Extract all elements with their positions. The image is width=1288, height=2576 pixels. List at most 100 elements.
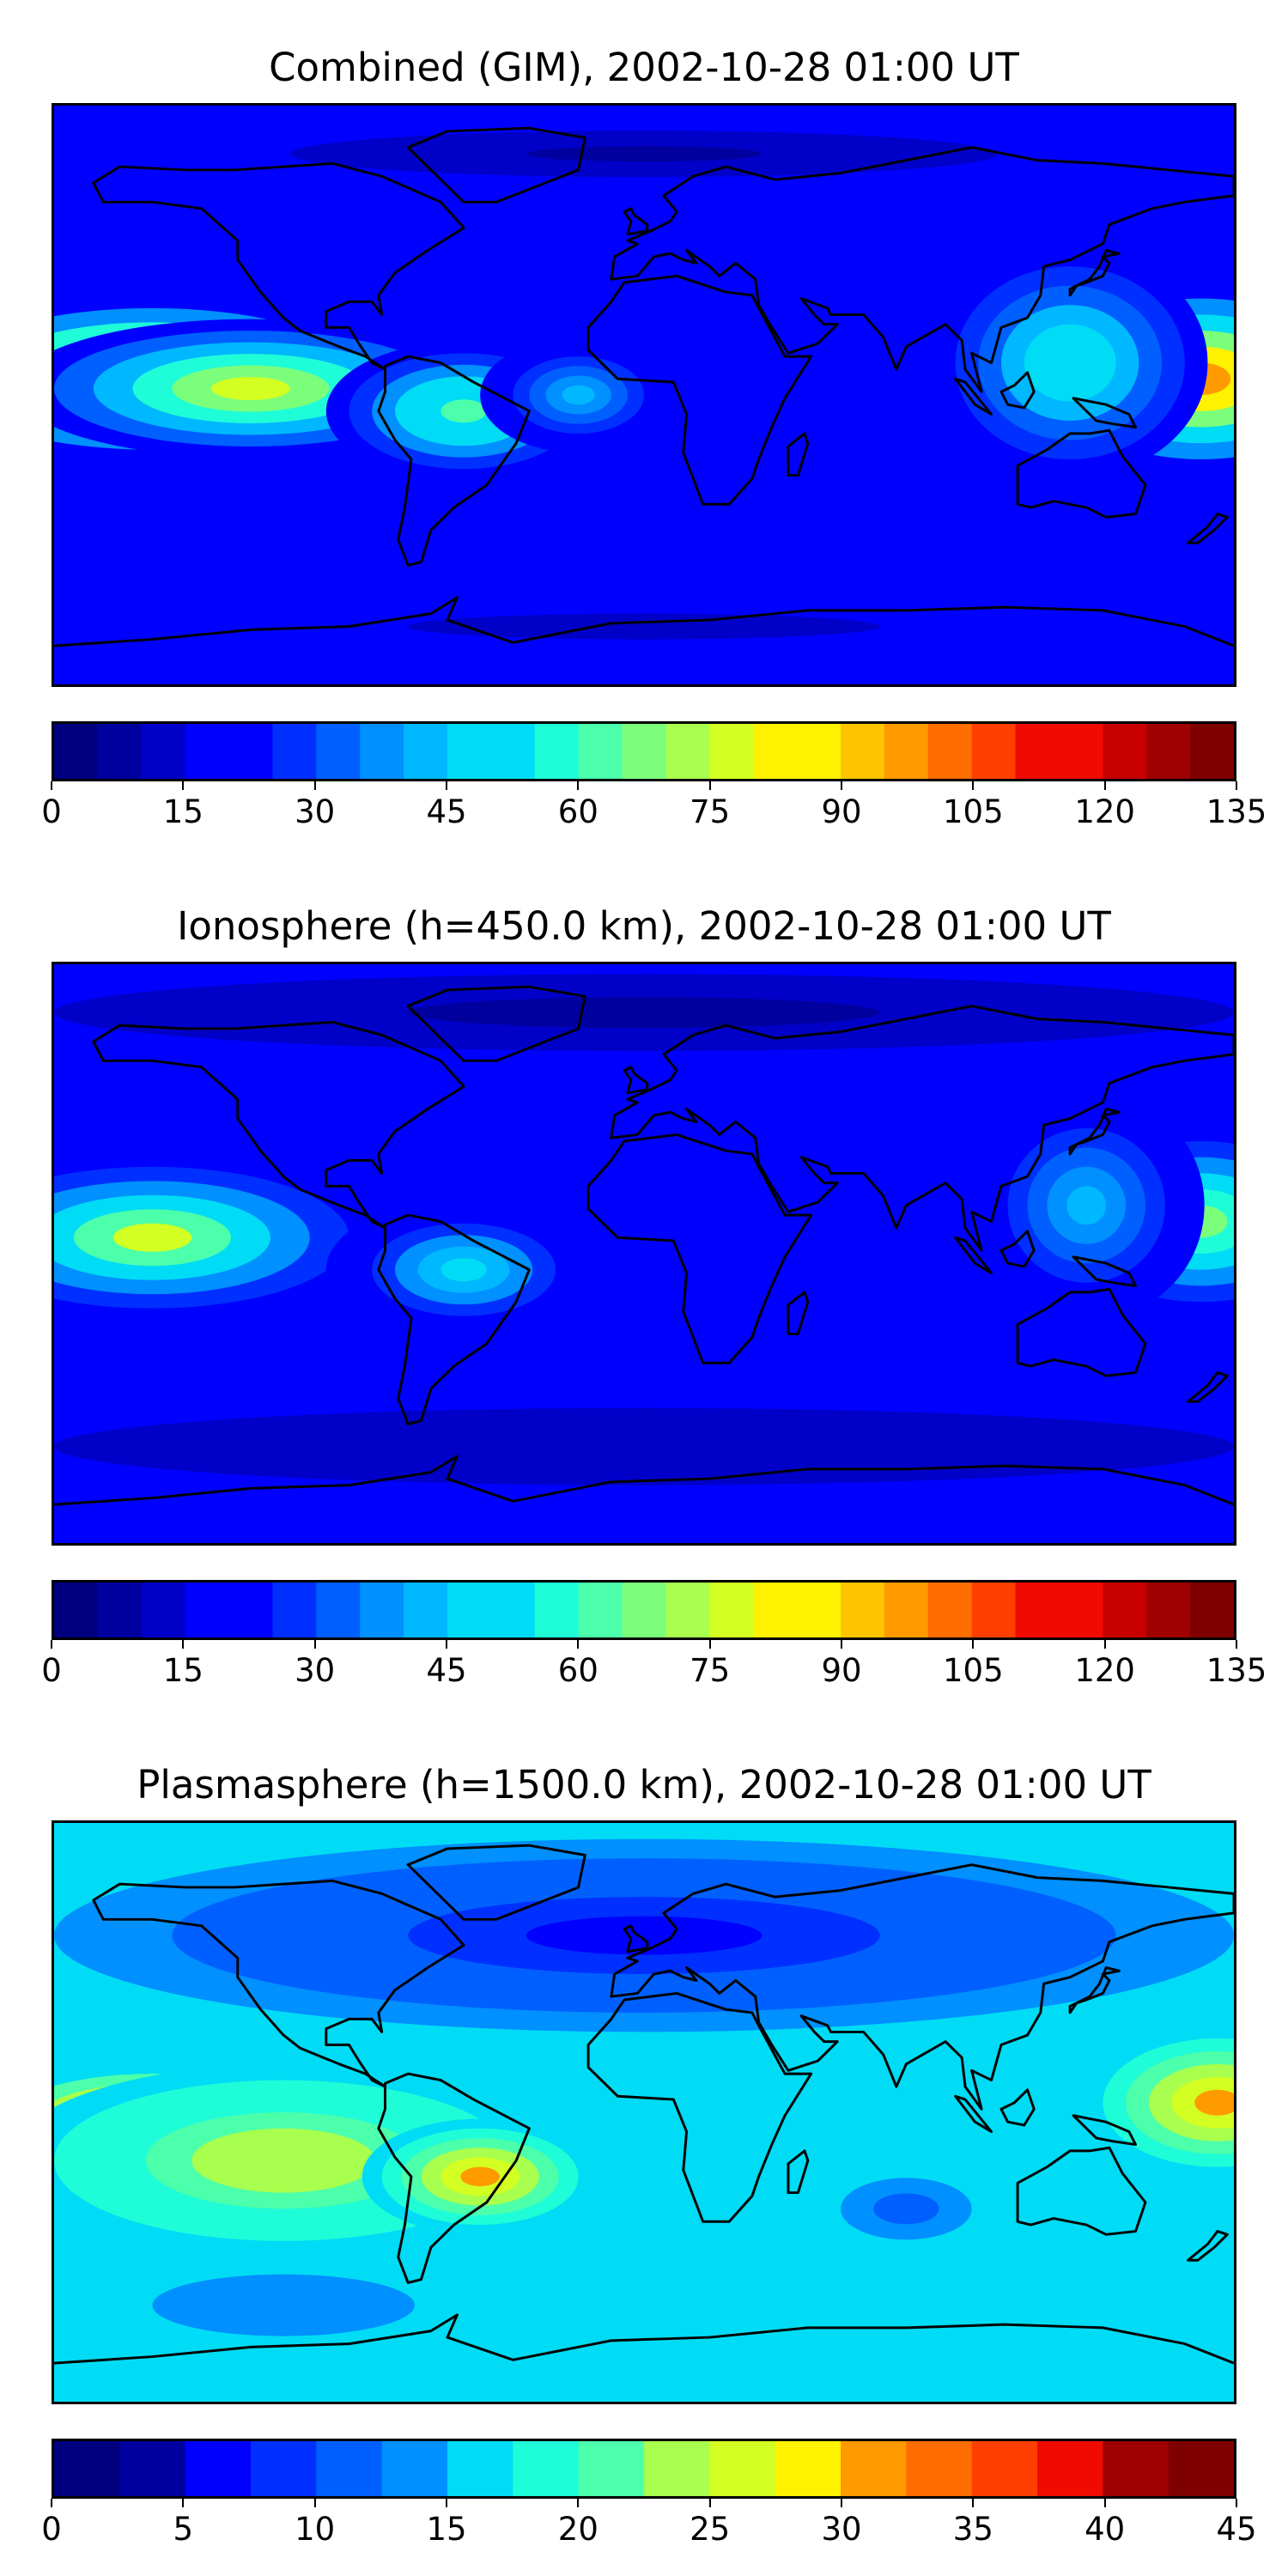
colorbar-segment bbox=[1190, 724, 1234, 779]
colorbar-segment bbox=[97, 1583, 143, 1637]
coastline-sumatra bbox=[954, 377, 993, 416]
coastline-japan bbox=[1068, 249, 1121, 297]
colorbar-tick-label: 120 bbox=[1074, 1652, 1135, 1689]
colorbar-segment bbox=[228, 1583, 274, 1637]
colorbar-tick-label: 40 bbox=[1084, 2511, 1126, 2548]
coastline-africa bbox=[586, 274, 813, 506]
coastline-africa bbox=[586, 1133, 813, 1364]
colorbar-tick-label: 10 bbox=[295, 2511, 336, 2548]
colorbar-segment bbox=[753, 1583, 798, 1637]
coastline-antarctica bbox=[54, 596, 1234, 647]
colorbar-tick-label: 90 bbox=[821, 793, 862, 830]
colorbar-segment bbox=[665, 1583, 710, 1637]
colorbar-tick bbox=[708, 1640, 711, 1649]
colorbar-tick bbox=[182, 1640, 185, 1649]
colorbar-segment bbox=[884, 1583, 929, 1637]
colorbar-segment bbox=[578, 724, 623, 779]
colorbar-tick-label: 75 bbox=[690, 793, 731, 830]
colorbar-segment bbox=[228, 724, 274, 779]
colorbar-segment bbox=[490, 724, 536, 779]
colorbar-segment bbox=[316, 1583, 361, 1637]
colorbar-segment bbox=[272, 724, 317, 779]
colorbar-tick-label: 15 bbox=[426, 2511, 467, 2548]
coastline-new-guinea bbox=[1072, 1255, 1137, 1287]
colorbar-tick-label: 30 bbox=[821, 2511, 862, 2548]
colorbar-segment bbox=[404, 724, 448, 779]
colorbar-ticks-combined: 0 15 30 45 60 75 90 105 120 135 bbox=[41, 781, 1267, 833]
map-svg-combined bbox=[54, 106, 1234, 684]
colorbar-segment bbox=[316, 2441, 383, 2496]
anomaly-asia-contour bbox=[1066, 1186, 1107, 1225]
colorbar-tick-label: 20 bbox=[557, 2511, 598, 2548]
coastline-sumatra bbox=[954, 2094, 993, 2133]
anomaly-pacific-band-contour bbox=[237, 2144, 330, 2177]
colorbar-tick bbox=[313, 781, 316, 790]
anomaly-low-south-pacific-contour bbox=[251, 2297, 317, 2313]
coastline-uk bbox=[623, 207, 649, 236]
colorbar-segment bbox=[1103, 2441, 1170, 2496]
colorbar-tick-label: 25 bbox=[690, 2511, 731, 2548]
colorbar-combined bbox=[52, 721, 1236, 781]
colorbar-segment bbox=[753, 724, 798, 779]
colorbar-tick-label: 45 bbox=[1216, 2511, 1257, 2548]
colorbar-tick-label: 105 bbox=[943, 1652, 1004, 1689]
colorbar-tick-label: 105 bbox=[943, 793, 1004, 830]
colorbar-tick bbox=[51, 781, 52, 790]
colorbar-tick-label: 135 bbox=[1206, 793, 1267, 830]
colorbar-tick bbox=[972, 1640, 975, 1649]
map-svg-plasmasphere bbox=[54, 1823, 1234, 2402]
colorbar-segment bbox=[1190, 1583, 1234, 1637]
colorbar-segment bbox=[54, 724, 99, 779]
colorbar-segment bbox=[797, 724, 841, 779]
colorbar-segment bbox=[534, 724, 580, 779]
colorbar-segment bbox=[927, 1583, 973, 1637]
colorbar-tick bbox=[1103, 1640, 1106, 1649]
colorbar-segment bbox=[797, 1583, 841, 1637]
colorbar-tick bbox=[182, 781, 185, 790]
coastline-australia bbox=[1016, 1287, 1147, 1377]
coastline-north-america bbox=[92, 1020, 465, 1230]
colorbar-tick bbox=[1236, 2499, 1237, 2507]
colorbar-segment bbox=[447, 724, 492, 779]
coastline-south-america bbox=[377, 2072, 531, 2284]
anomaly-low-north-contour bbox=[526, 1916, 762, 1955]
colorbar-tick bbox=[841, 781, 842, 790]
colorbar-tick bbox=[972, 781, 975, 790]
colorbar-segment bbox=[360, 724, 404, 779]
colorbar-tick-label: 0 bbox=[41, 793, 62, 830]
colorbar-segment bbox=[665, 724, 710, 779]
colorbar-segment bbox=[971, 1583, 1017, 1637]
coastline-new-guinea bbox=[1072, 397, 1137, 428]
panel-title-plasmasphere: Plasmasphere (h=1500.0 km), 2002-10-28 0… bbox=[137, 1762, 1151, 1807]
anomaly-low-south-contour bbox=[526, 1438, 762, 1455]
coastline-eurasia bbox=[610, 1863, 1234, 2111]
map-svg-ionosphere bbox=[54, 964, 1234, 1543]
colorbar-segment bbox=[906, 2441, 973, 2496]
coastline-australia bbox=[1016, 2146, 1147, 2236]
colorbar-tick bbox=[708, 2499, 711, 2507]
colorbar-segment bbox=[1015, 1583, 1060, 1637]
anomaly-low-arctic-contour bbox=[526, 1005, 762, 1021]
colorbar-ticks-plasmasphere: 0 5 10 15 20 25 30 35 40 45 bbox=[41, 2499, 1257, 2550]
anomaly-atlantic-contour bbox=[562, 385, 595, 405]
coastline-greenland bbox=[406, 985, 586, 1062]
colorbar-segment bbox=[54, 1583, 99, 1637]
colorbar-tick bbox=[841, 2499, 842, 2507]
colorbar-segment bbox=[1015, 724, 1060, 779]
colorbar-tick-label: 120 bbox=[1074, 793, 1135, 830]
anomaly-band-pacific-contour bbox=[211, 377, 290, 400]
colorbar-segment bbox=[884, 724, 929, 779]
colorbar-segment bbox=[1146, 1583, 1191, 1637]
colorbar-segment bbox=[841, 724, 885, 779]
colorbar-svg-combined bbox=[54, 724, 1234, 779]
colorbar-segment bbox=[1037, 2441, 1103, 2496]
colorbar-tick bbox=[1103, 781, 1106, 790]
colorbar-tick bbox=[182, 2499, 185, 2507]
colorbar-tick bbox=[446, 781, 447, 790]
colorbar-plasmasphere bbox=[52, 2439, 1236, 2499]
coastline-borneo bbox=[999, 2088, 1036, 2127]
colorbar-segment bbox=[1103, 724, 1147, 779]
anomaly-south-america-contour bbox=[440, 399, 487, 423]
coastline-madagascar bbox=[787, 2149, 810, 2195]
coastline-new-zealand bbox=[1187, 1371, 1229, 1403]
